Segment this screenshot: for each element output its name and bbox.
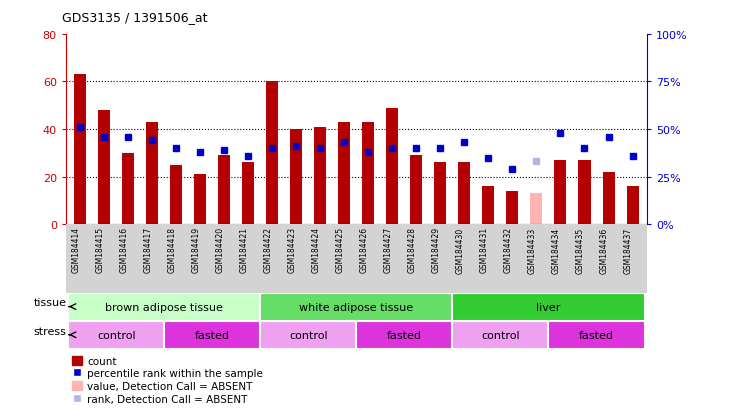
Text: GSM184434: GSM184434 xyxy=(551,227,561,273)
Bar xyxy=(260,293,452,321)
Text: stress: stress xyxy=(34,326,67,336)
Bar xyxy=(242,163,254,225)
Text: GSM184419: GSM184419 xyxy=(192,227,200,273)
Text: GSM184422: GSM184422 xyxy=(263,227,273,273)
Bar xyxy=(387,108,398,225)
Text: GSM184418: GSM184418 xyxy=(167,227,176,273)
Bar xyxy=(74,75,86,225)
Bar xyxy=(507,191,518,225)
Bar xyxy=(68,293,260,321)
Text: GSM184423: GSM184423 xyxy=(287,227,296,273)
Text: GSM184417: GSM184417 xyxy=(143,227,152,273)
Text: control: control xyxy=(97,330,135,340)
Bar xyxy=(548,321,645,349)
Text: GSM184431: GSM184431 xyxy=(480,227,488,273)
Text: GSM184421: GSM184421 xyxy=(239,227,249,273)
Text: GSM184416: GSM184416 xyxy=(119,227,128,273)
Bar xyxy=(260,321,357,349)
Bar xyxy=(626,187,639,225)
Bar xyxy=(314,127,326,225)
Bar xyxy=(146,123,158,225)
Bar xyxy=(578,161,591,225)
Text: GSM184430: GSM184430 xyxy=(455,227,464,273)
Bar xyxy=(410,156,423,225)
Text: GSM184425: GSM184425 xyxy=(336,227,344,273)
Text: fasted: fasted xyxy=(194,330,230,340)
Text: GSM184420: GSM184420 xyxy=(216,227,224,273)
Text: GSM184436: GSM184436 xyxy=(599,227,608,273)
Text: control: control xyxy=(289,330,327,340)
Bar xyxy=(170,165,182,225)
Text: liver: liver xyxy=(537,302,561,312)
Text: GSM184427: GSM184427 xyxy=(383,227,393,273)
Bar xyxy=(458,163,471,225)
Bar xyxy=(482,187,494,225)
Bar xyxy=(434,163,447,225)
Text: GSM184432: GSM184432 xyxy=(504,227,512,273)
Bar xyxy=(98,111,110,225)
Bar xyxy=(219,156,230,225)
Text: fasted: fasted xyxy=(387,330,422,340)
Text: fasted: fasted xyxy=(579,330,614,340)
Bar xyxy=(602,172,615,225)
Text: GSM184424: GSM184424 xyxy=(311,227,320,273)
Bar xyxy=(363,123,374,225)
Text: GSM184433: GSM184433 xyxy=(528,227,537,273)
Bar xyxy=(68,321,164,349)
Text: GSM184435: GSM184435 xyxy=(575,227,585,273)
Text: GSM184437: GSM184437 xyxy=(624,227,632,273)
Text: tissue: tissue xyxy=(34,298,67,308)
Text: brown adipose tissue: brown adipose tissue xyxy=(105,302,223,312)
Legend: count, percentile rank within the sample, value, Detection Call = ABSENT, rank, : count, percentile rank within the sample… xyxy=(67,352,267,408)
Text: GSM184426: GSM184426 xyxy=(360,227,368,273)
Text: GSM184428: GSM184428 xyxy=(407,227,417,273)
Text: GSM184414: GSM184414 xyxy=(71,227,80,273)
Bar xyxy=(164,321,260,349)
Bar xyxy=(194,175,206,225)
Text: control: control xyxy=(481,330,520,340)
Text: GDS3135 / 1391506_at: GDS3135 / 1391506_at xyxy=(62,12,208,24)
Bar xyxy=(338,123,350,225)
Bar xyxy=(531,194,542,225)
Bar xyxy=(452,293,645,321)
Text: GSM184415: GSM184415 xyxy=(95,227,105,273)
Bar xyxy=(555,161,567,225)
Bar xyxy=(290,130,303,225)
Bar xyxy=(122,153,135,225)
Bar xyxy=(452,321,548,349)
Bar xyxy=(357,321,452,349)
Text: white adipose tissue: white adipose tissue xyxy=(299,302,414,312)
Bar xyxy=(266,82,279,225)
Text: GSM184429: GSM184429 xyxy=(431,227,440,273)
